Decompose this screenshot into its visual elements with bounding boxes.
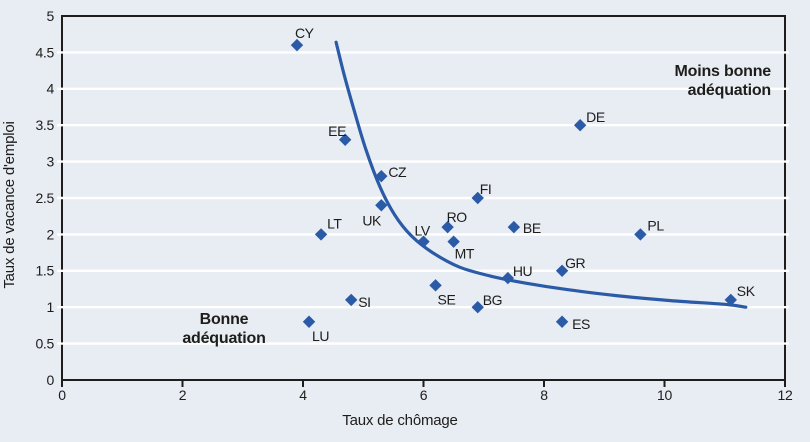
data-point-LU (302, 315, 316, 328)
x-tick-label-4: 4 (299, 387, 307, 403)
data-point-label-SK: SK (737, 283, 756, 299)
data-point-label-UK: UK (362, 212, 382, 228)
data-point-label-ES: ES (572, 316, 590, 332)
y-tick-label-2: 2 (47, 226, 55, 242)
data-point-label-GR: GR (565, 255, 585, 271)
axes-ticks-layer: 0 2 4 6 8 10 12 0 0.5 1 1.5 2 2.5 3 3.5 4 4.5 5 (35, 8, 793, 403)
y-tick-label-3.5: 3.5 (35, 117, 54, 133)
data-point-label-FI: FI (480, 181, 492, 197)
data-point-SI (345, 293, 358, 307)
y-axis-title: Taux de vacance d'emploi (1, 121, 18, 288)
x-tick-label-2: 2 (179, 387, 187, 403)
x-tick-label-12: 12 (778, 387, 793, 403)
x-tick-label-8: 8 (540, 387, 548, 403)
data-point-SE (429, 279, 442, 292)
annotation-bonne-line1: Bonne (200, 311, 249, 328)
data-point-label-EE: EE (328, 123, 346, 139)
data-point-label-RO: RO (447, 209, 468, 225)
data-point-label-MT: MT (455, 246, 475, 262)
y-tick-label-5: 5 (47, 8, 55, 24)
data-point-PL (634, 228, 647, 241)
data-point-label-CY: CY (295, 25, 315, 41)
data-point-BG (471, 301, 484, 314)
data-point-label-HU: HU (513, 263, 533, 279)
data-point-BE (507, 220, 521, 234)
y-tick-label-4.5: 4.5 (35, 44, 54, 60)
data-point-label-CZ: CZ (388, 164, 407, 180)
data-point-label-BG: BG (483, 292, 502, 308)
y-tick-label-2.5: 2.5 (35, 190, 54, 206)
annotation-moins-bonne-line2: adéquation (688, 82, 771, 99)
data-point-CZ (375, 169, 388, 183)
data-point-MT (447, 235, 460, 248)
data-point-EE (338, 133, 352, 146)
data-point-label-DE: DE (586, 109, 605, 125)
data-point-LV (417, 235, 430, 248)
x-axis-title: Taux de chômage (342, 412, 457, 429)
data-point-label-LU: LU (312, 328, 329, 344)
y-tick-label-0.5: 0.5 (35, 336, 54, 352)
data-point-FI (471, 191, 484, 205)
x-tick-label-10: 10 (657, 387, 672, 403)
y-tick-label-1: 1 (47, 299, 55, 315)
data-point-DE (573, 119, 587, 132)
y-tick-label-0: 0 (47, 372, 55, 388)
y-tick-label-3: 3 (47, 154, 55, 170)
data-point-label-PL: PL (647, 217, 664, 233)
data-series-layer: CY EE CZ UK LT LV RO MT BE FI DE HU SE SI BG LU GR PL SK ES (290, 25, 756, 344)
annotation-bonne-line2: adéquation (182, 330, 265, 347)
data-point-label-LT: LT (327, 215, 342, 231)
data-point-label-BE: BE (523, 220, 541, 236)
y-tick-label-4: 4 (47, 81, 55, 97)
beveridge-curve (334, 40, 748, 309)
y-tick-label-1.5: 1.5 (35, 263, 54, 279)
gridlines-layer (57, 51, 789, 345)
data-point-UK (375, 199, 388, 212)
data-point-label-LV: LV (415, 223, 431, 239)
data-point-label-SE: SE (438, 291, 456, 307)
data-point-CY (290, 38, 304, 52)
data-point-SK (724, 293, 737, 307)
data-point-HU (501, 271, 515, 285)
data-point-GR (555, 264, 569, 277)
annotation-moins-bonne-line1: Moins bonne (675, 63, 772, 80)
data-point-LT (314, 228, 328, 241)
data-point-RO (441, 220, 454, 234)
data-point-label-SI: SI (358, 294, 370, 310)
data-point-ES (555, 315, 569, 328)
x-tick-label-0: 0 (58, 387, 66, 403)
x-tick-label-6: 6 (420, 387, 428, 403)
